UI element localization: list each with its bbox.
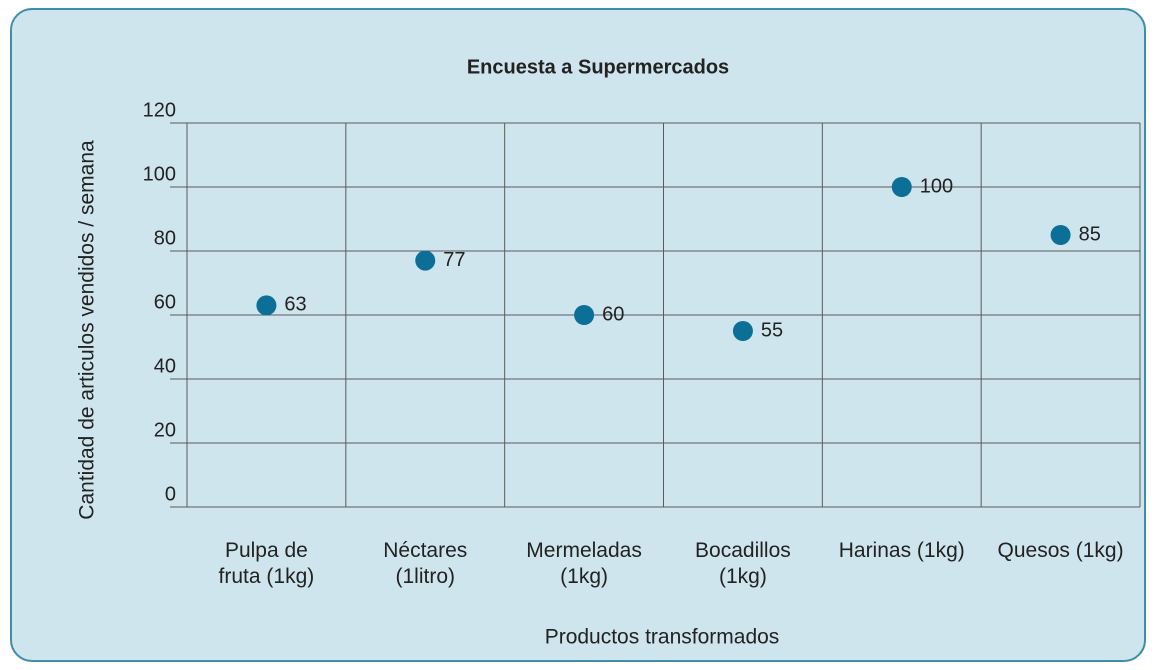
value-label: 60	[602, 303, 624, 325]
x-tick-label: Quesos (1kg)	[997, 539, 1124, 562]
y-axis-label: Cantidad de articulos vendidos / semana	[76, 140, 99, 520]
x-tick-label: Pulpa de fruta (1kg)	[218, 539, 315, 588]
dot	[256, 295, 277, 316]
y-tick-label: 80	[154, 227, 176, 249]
value-label: 100	[920, 175, 953, 197]
value-label: 77	[443, 249, 465, 271]
value-label: 55	[761, 319, 783, 341]
y-tick-label: 60	[154, 291, 176, 313]
x-tick-label: Mermeladas (1kg)	[526, 539, 642, 588]
y-tick-label: 40	[154, 355, 176, 377]
value-label: 85	[1079, 223, 1101, 245]
dot	[574, 305, 595, 325]
chart-title: Encuesta a Supermercados	[467, 56, 729, 78]
dot	[1050, 225, 1071, 245]
chart-panel	[10, 8, 1146, 662]
x-tick-label: Néctares (1litro)	[383, 539, 468, 588]
y-tick-label: 20	[154, 419, 176, 441]
dot	[891, 177, 912, 197]
dot	[415, 250, 436, 271]
dot	[732, 321, 753, 341]
x-tick-label: Harinas (1kg)	[838, 539, 965, 562]
y-tick-label: 100	[143, 163, 176, 185]
y-tick-label: 120	[143, 99, 176, 121]
x-axis-label: Productos transformados	[545, 626, 780, 649]
value-label: 63	[284, 294, 306, 316]
x-tick-label: Bocadillos (1kg)	[695, 539, 791, 588]
y-tick-label: 0	[165, 483, 176, 505]
